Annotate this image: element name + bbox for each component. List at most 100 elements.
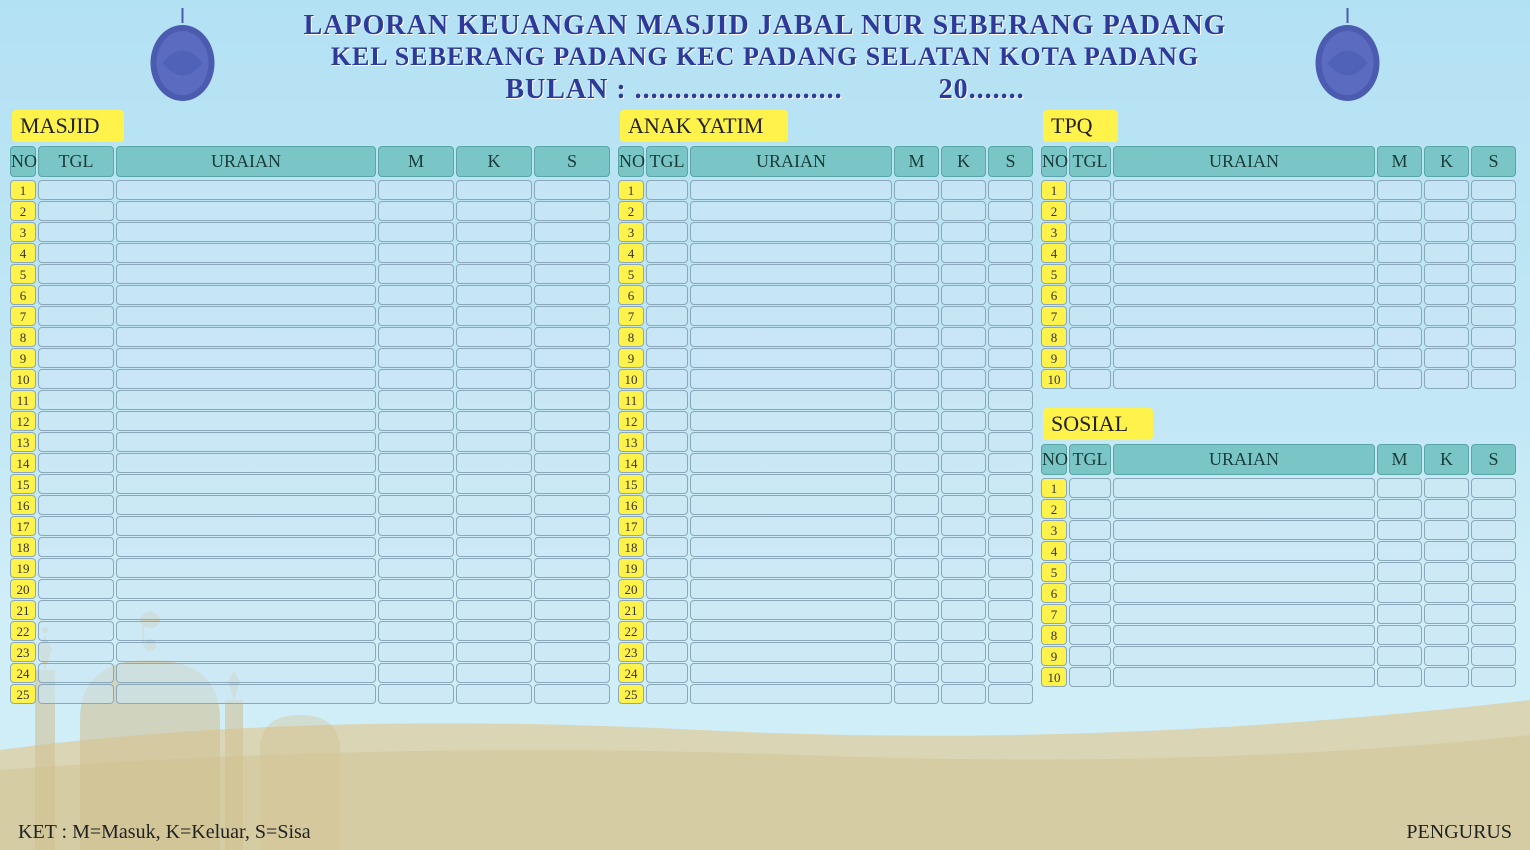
cell-uraian	[116, 180, 376, 200]
cell-s	[1471, 243, 1516, 263]
cell-tgl	[646, 474, 688, 494]
cell-k	[941, 537, 986, 557]
cell-m	[894, 306, 939, 326]
cell-k	[1424, 478, 1469, 498]
table-row: 8	[1041, 327, 1516, 347]
cell-k	[456, 243, 532, 263]
cell-s	[988, 306, 1033, 326]
cell-m	[1377, 520, 1422, 540]
cell-no: 2	[1041, 201, 1067, 221]
cell-s	[1471, 478, 1516, 498]
cell-m	[378, 558, 454, 578]
table-row: 1	[1041, 180, 1516, 200]
col-tgl: TGL	[38, 146, 114, 177]
cell-uraian	[1113, 264, 1375, 284]
cell-s	[1471, 327, 1516, 347]
table-row: 3	[1041, 222, 1516, 242]
cell-uraian	[116, 243, 376, 263]
cell-uraian	[1113, 562, 1375, 582]
cell-s	[534, 642, 610, 662]
cell-s	[988, 285, 1033, 305]
cell-s	[1471, 201, 1516, 221]
cell-uraian	[116, 663, 376, 683]
cell-tgl	[646, 495, 688, 515]
cell-no: 23	[10, 642, 36, 662]
cell-uraian	[1113, 201, 1375, 221]
table-row: 5	[618, 264, 1033, 284]
cell-no: 23	[618, 642, 644, 662]
table-row: 12	[10, 411, 610, 431]
cell-s	[988, 180, 1033, 200]
cell-k	[456, 348, 532, 368]
cell-no: 9	[1041, 348, 1067, 368]
cell-m	[1377, 285, 1422, 305]
cell-no: 13	[618, 432, 644, 452]
cell-no: 4	[10, 243, 36, 263]
cell-k	[1424, 562, 1469, 582]
cell-tgl	[1069, 499, 1111, 519]
cell-tgl	[38, 600, 114, 620]
cell-no: 6	[10, 285, 36, 305]
cell-no: 13	[10, 432, 36, 452]
table-row: 2	[1041, 499, 1516, 519]
cell-s	[534, 621, 610, 641]
cell-s	[988, 201, 1033, 221]
cell-uraian	[116, 411, 376, 431]
cell-s	[1471, 369, 1516, 389]
cell-no: 6	[1041, 583, 1067, 603]
cell-m	[378, 684, 454, 704]
cell-tgl	[1069, 646, 1111, 666]
cell-tgl	[38, 306, 114, 326]
cell-no: 1	[1041, 180, 1067, 200]
col-uraian: URAIAN	[690, 146, 892, 177]
cell-k	[1424, 499, 1469, 519]
cell-uraian	[1113, 222, 1375, 242]
cell-tgl	[646, 243, 688, 263]
cell-uraian	[116, 474, 376, 494]
col-uraian: URAIAN	[1113, 444, 1375, 475]
cell-m	[378, 222, 454, 242]
cell-s	[534, 516, 610, 536]
cell-s	[1471, 604, 1516, 624]
cell-k	[1424, 180, 1469, 200]
cell-s	[988, 264, 1033, 284]
cell-no: 12	[618, 411, 644, 431]
cell-no: 3	[1041, 520, 1067, 540]
cell-no: 5	[10, 264, 36, 284]
cell-tgl	[38, 537, 114, 557]
cell-no: 17	[618, 516, 644, 536]
cell-tgl	[646, 390, 688, 410]
cell-uraian	[690, 663, 892, 683]
table-row: 19	[10, 558, 610, 578]
cell-uraian	[1113, 369, 1375, 389]
col-tgl: TGL	[646, 146, 688, 177]
cell-k	[941, 201, 986, 221]
cell-k	[941, 495, 986, 515]
cell-uraian	[690, 516, 892, 536]
cell-no: 21	[618, 600, 644, 620]
cell-tgl	[1069, 348, 1111, 368]
cell-no: 4	[618, 243, 644, 263]
table-row: 9	[10, 348, 610, 368]
table-row: 6	[618, 285, 1033, 305]
cell-m	[894, 684, 939, 704]
cell-m	[378, 663, 454, 683]
cell-uraian	[690, 243, 892, 263]
table-header-sosial: NO TGL URAIAN M K S	[1041, 444, 1516, 475]
table-row: 4	[1041, 243, 1516, 263]
cell-k	[941, 621, 986, 641]
cell-uraian	[1113, 306, 1375, 326]
cell-tgl	[1069, 264, 1111, 284]
table-row: 7	[1041, 306, 1516, 326]
cell-m	[378, 600, 454, 620]
table-row: 1	[10, 180, 610, 200]
cell-no: 4	[1041, 243, 1067, 263]
cell-k	[941, 579, 986, 599]
cell-m	[1377, 222, 1422, 242]
cell-m	[378, 180, 454, 200]
cell-tgl	[646, 201, 688, 221]
col-s: S	[1471, 444, 1516, 475]
table-row: 20	[618, 579, 1033, 599]
table-row: 22	[618, 621, 1033, 641]
cell-uraian	[690, 495, 892, 515]
